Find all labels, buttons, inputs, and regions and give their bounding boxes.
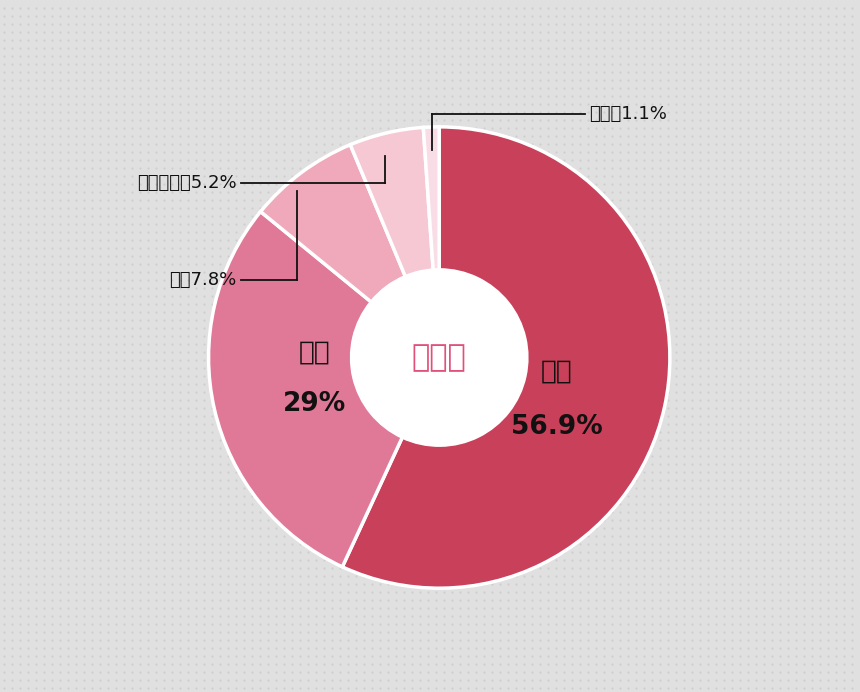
Wedge shape: [423, 127, 439, 270]
Text: 関東: 関東: [298, 340, 330, 366]
Text: 29%: 29%: [283, 391, 347, 417]
Wedge shape: [342, 127, 670, 588]
Wedge shape: [261, 145, 405, 302]
Text: 福岡校: 福岡校: [412, 343, 467, 372]
Text: 関西7.8%: 関西7.8%: [169, 271, 237, 289]
Wedge shape: [209, 212, 402, 567]
Circle shape: [352, 270, 527, 445]
Text: 九州・山口5.2%: 九州・山口5.2%: [137, 174, 237, 192]
Text: その他1.1%: その他1.1%: [589, 105, 667, 123]
Text: 56.9%: 56.9%: [511, 414, 603, 439]
Text: 福岡: 福岡: [541, 358, 573, 384]
Wedge shape: [350, 127, 433, 277]
